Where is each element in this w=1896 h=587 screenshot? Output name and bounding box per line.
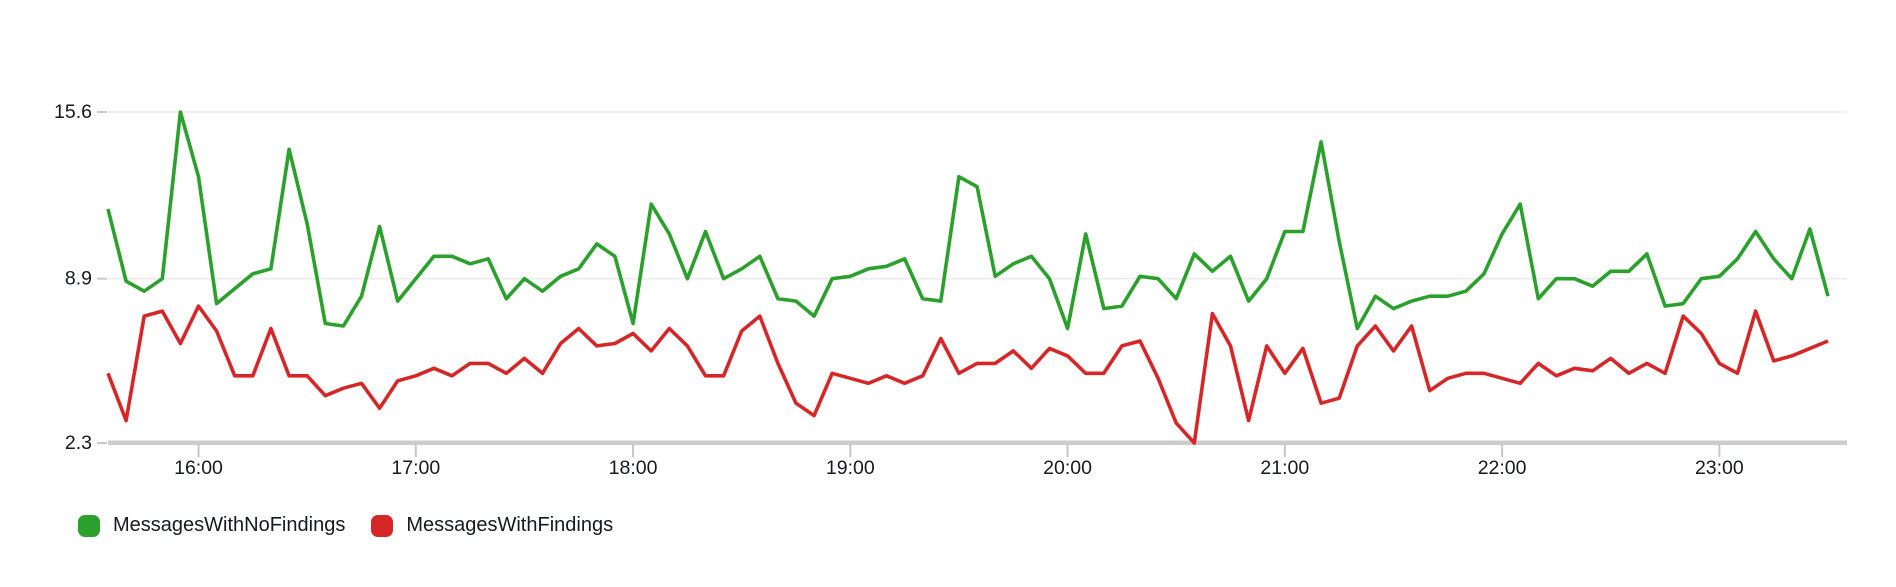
x-axis-label: 21:00	[1260, 457, 1309, 479]
series-line-MessagesWithFindings[interactable]	[106, 304, 1829, 445]
x-axis-label: 20:00	[1043, 457, 1092, 479]
y-axis-label: 15.6	[54, 101, 92, 123]
x-axis-label: 19:00	[826, 457, 875, 479]
x-axis-label: 23:00	[1695, 457, 1744, 479]
series-line-MessagesWithNoFindings[interactable]	[106, 110, 1830, 331]
y-axis-label: 2.3	[65, 432, 92, 454]
chart-legend: MessagesWithNoFindings MessagesWithFindin…	[78, 514, 613, 537]
legend-swatch-icon	[371, 514, 394, 537]
x-axis-label: 22:00	[1478, 457, 1527, 479]
legend-item-MessagesWithFindings[interactable]: MessagesWithFindings	[371, 514, 613, 537]
x-axis-label: 17:00	[391, 457, 440, 479]
legend-label: MessagesWithNoFindings	[113, 514, 346, 536]
x-axis-label: 16:00	[174, 457, 223, 479]
legend-label: MessagesWithFindings	[406, 514, 614, 536]
legend-item-MessagesWithNoFindings[interactable]: MessagesWithNoFindings	[78, 514, 345, 537]
y-axis-label: 8.9	[65, 268, 92, 290]
x-axis-line	[108, 440, 1847, 445]
x-axis-label: 18:00	[609, 457, 658, 479]
legend-swatch-icon	[78, 514, 100, 537]
